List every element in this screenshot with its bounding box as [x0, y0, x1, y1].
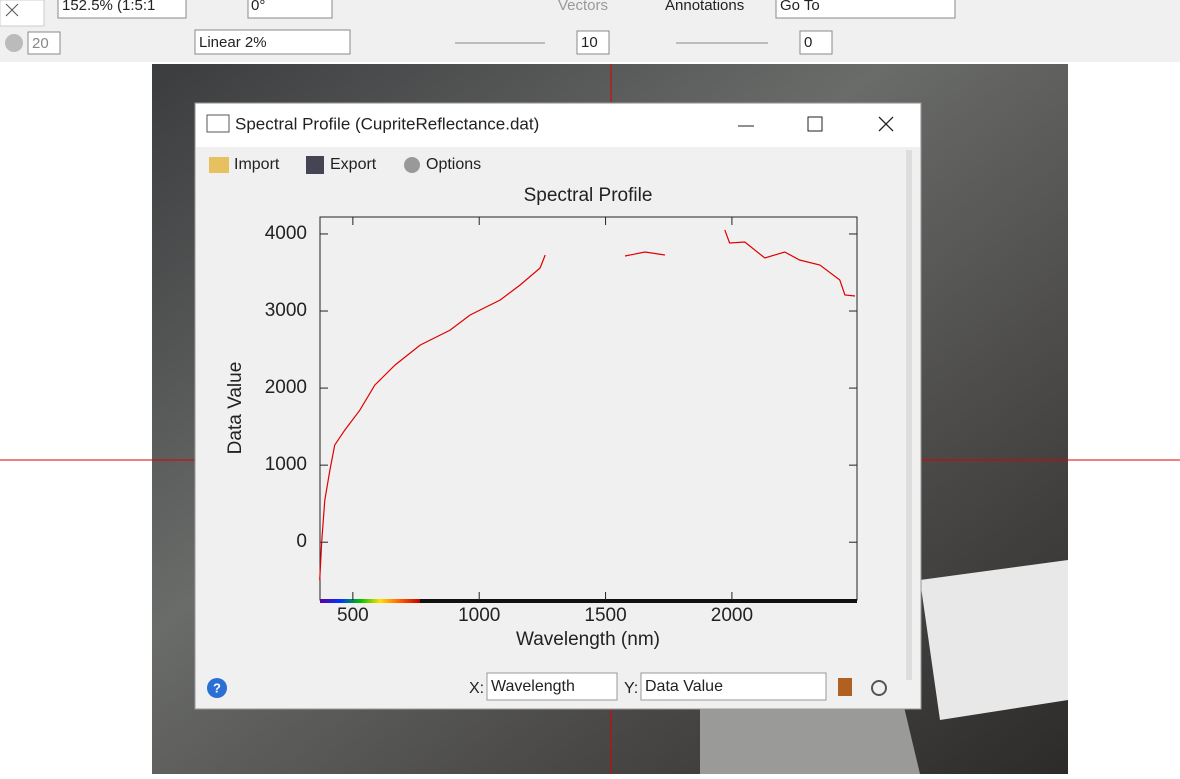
- chart-title: Spectral Profile: [524, 185, 653, 206]
- export-icon: [306, 156, 324, 174]
- maximize-button[interactable]: [807, 116, 823, 132]
- image-feature: [700, 690, 920, 774]
- x-tick-label: 1000: [458, 605, 500, 626]
- goto-text: Go To: [780, 0, 820, 14]
- rotation-text: 0°: [251, 0, 265, 14]
- stretch-text: Linear 2%: [199, 34, 267, 51]
- transparency-input[interactable]: [27, 31, 61, 55]
- zoom-select[interactable]: [57, 0, 187, 19]
- x-axis-title: Wavelength (nm): [516, 629, 660, 650]
- refresh-button[interactable]: [871, 680, 887, 696]
- spectrum-bar: [320, 599, 857, 603]
- dialog-title: Spectral Profile (CupriteReflectance.dat…: [235, 114, 539, 133]
- plot: 0 1000 2000 3000 4000 500 1000 1500 2000: [265, 217, 857, 626]
- x-select[interactable]: [486, 672, 618, 701]
- y-axis-title: Data Value: [225, 362, 246, 455]
- rotation-select[interactable]: [247, 0, 333, 19]
- spectral-line: [319, 229, 856, 581]
- y-select[interactable]: [640, 672, 827, 701]
- close-icon: [5, 3, 19, 17]
- spectrum-visible: [320, 599, 420, 603]
- y-select-text: Data Value: [645, 678, 723, 695]
- vectors-button[interactable]: Vectors: [558, 0, 608, 14]
- y-tick-label: 2000: [265, 377, 307, 398]
- x-tick-label: 1500: [584, 605, 626, 626]
- options-icon: [404, 157, 420, 173]
- contrast-text: 0: [804, 34, 812, 51]
- transparency-text: 20: [32, 35, 49, 52]
- x-tick-label: 2000: [711, 605, 753, 626]
- dialog-titlebar: [196, 104, 920, 147]
- close-button[interactable]: [878, 116, 894, 132]
- y-tick-label: 4000: [265, 223, 307, 244]
- help-button[interactable]: [207, 678, 227, 698]
- scrollbar[interactable]: [906, 150, 912, 680]
- import-button[interactable]: Import: [234, 156, 280, 173]
- image-feature: [920, 560, 1068, 720]
- dialog: [194, 102, 922, 710]
- y-axis-label: Y:: [624, 680, 638, 697]
- close-tab[interactable]: [0, 0, 45, 27]
- sharpen-input[interactable]: [576, 30, 610, 55]
- options-button[interactable]: Options: [426, 156, 481, 173]
- x-tick-label: 500: [337, 605, 369, 626]
- stretch-select[interactable]: [194, 29, 351, 55]
- help-mark: ?: [213, 680, 221, 695]
- x-axis-label: X:: [469, 680, 484, 697]
- y-tick-label: 1000: [265, 454, 307, 475]
- y-tick-label: 0: [296, 531, 307, 552]
- x-select-text: Wavelength: [491, 678, 575, 695]
- export-button[interactable]: Export: [330, 156, 377, 173]
- import-icon: [209, 157, 229, 173]
- plot-style-button[interactable]: [838, 678, 852, 696]
- transparency-icon: [5, 34, 23, 52]
- annotations-button[interactable]: Annotations: [665, 0, 744, 14]
- dialog-icon: [206, 114, 230, 133]
- goto-select[interactable]: [775, 0, 956, 19]
- zoom-text: 152.5% (1:5:1: [62, 0, 155, 14]
- sharpen-text: 10: [581, 34, 598, 51]
- y-tick-label: 3000: [265, 300, 307, 321]
- contrast-input[interactable]: [799, 30, 833, 55]
